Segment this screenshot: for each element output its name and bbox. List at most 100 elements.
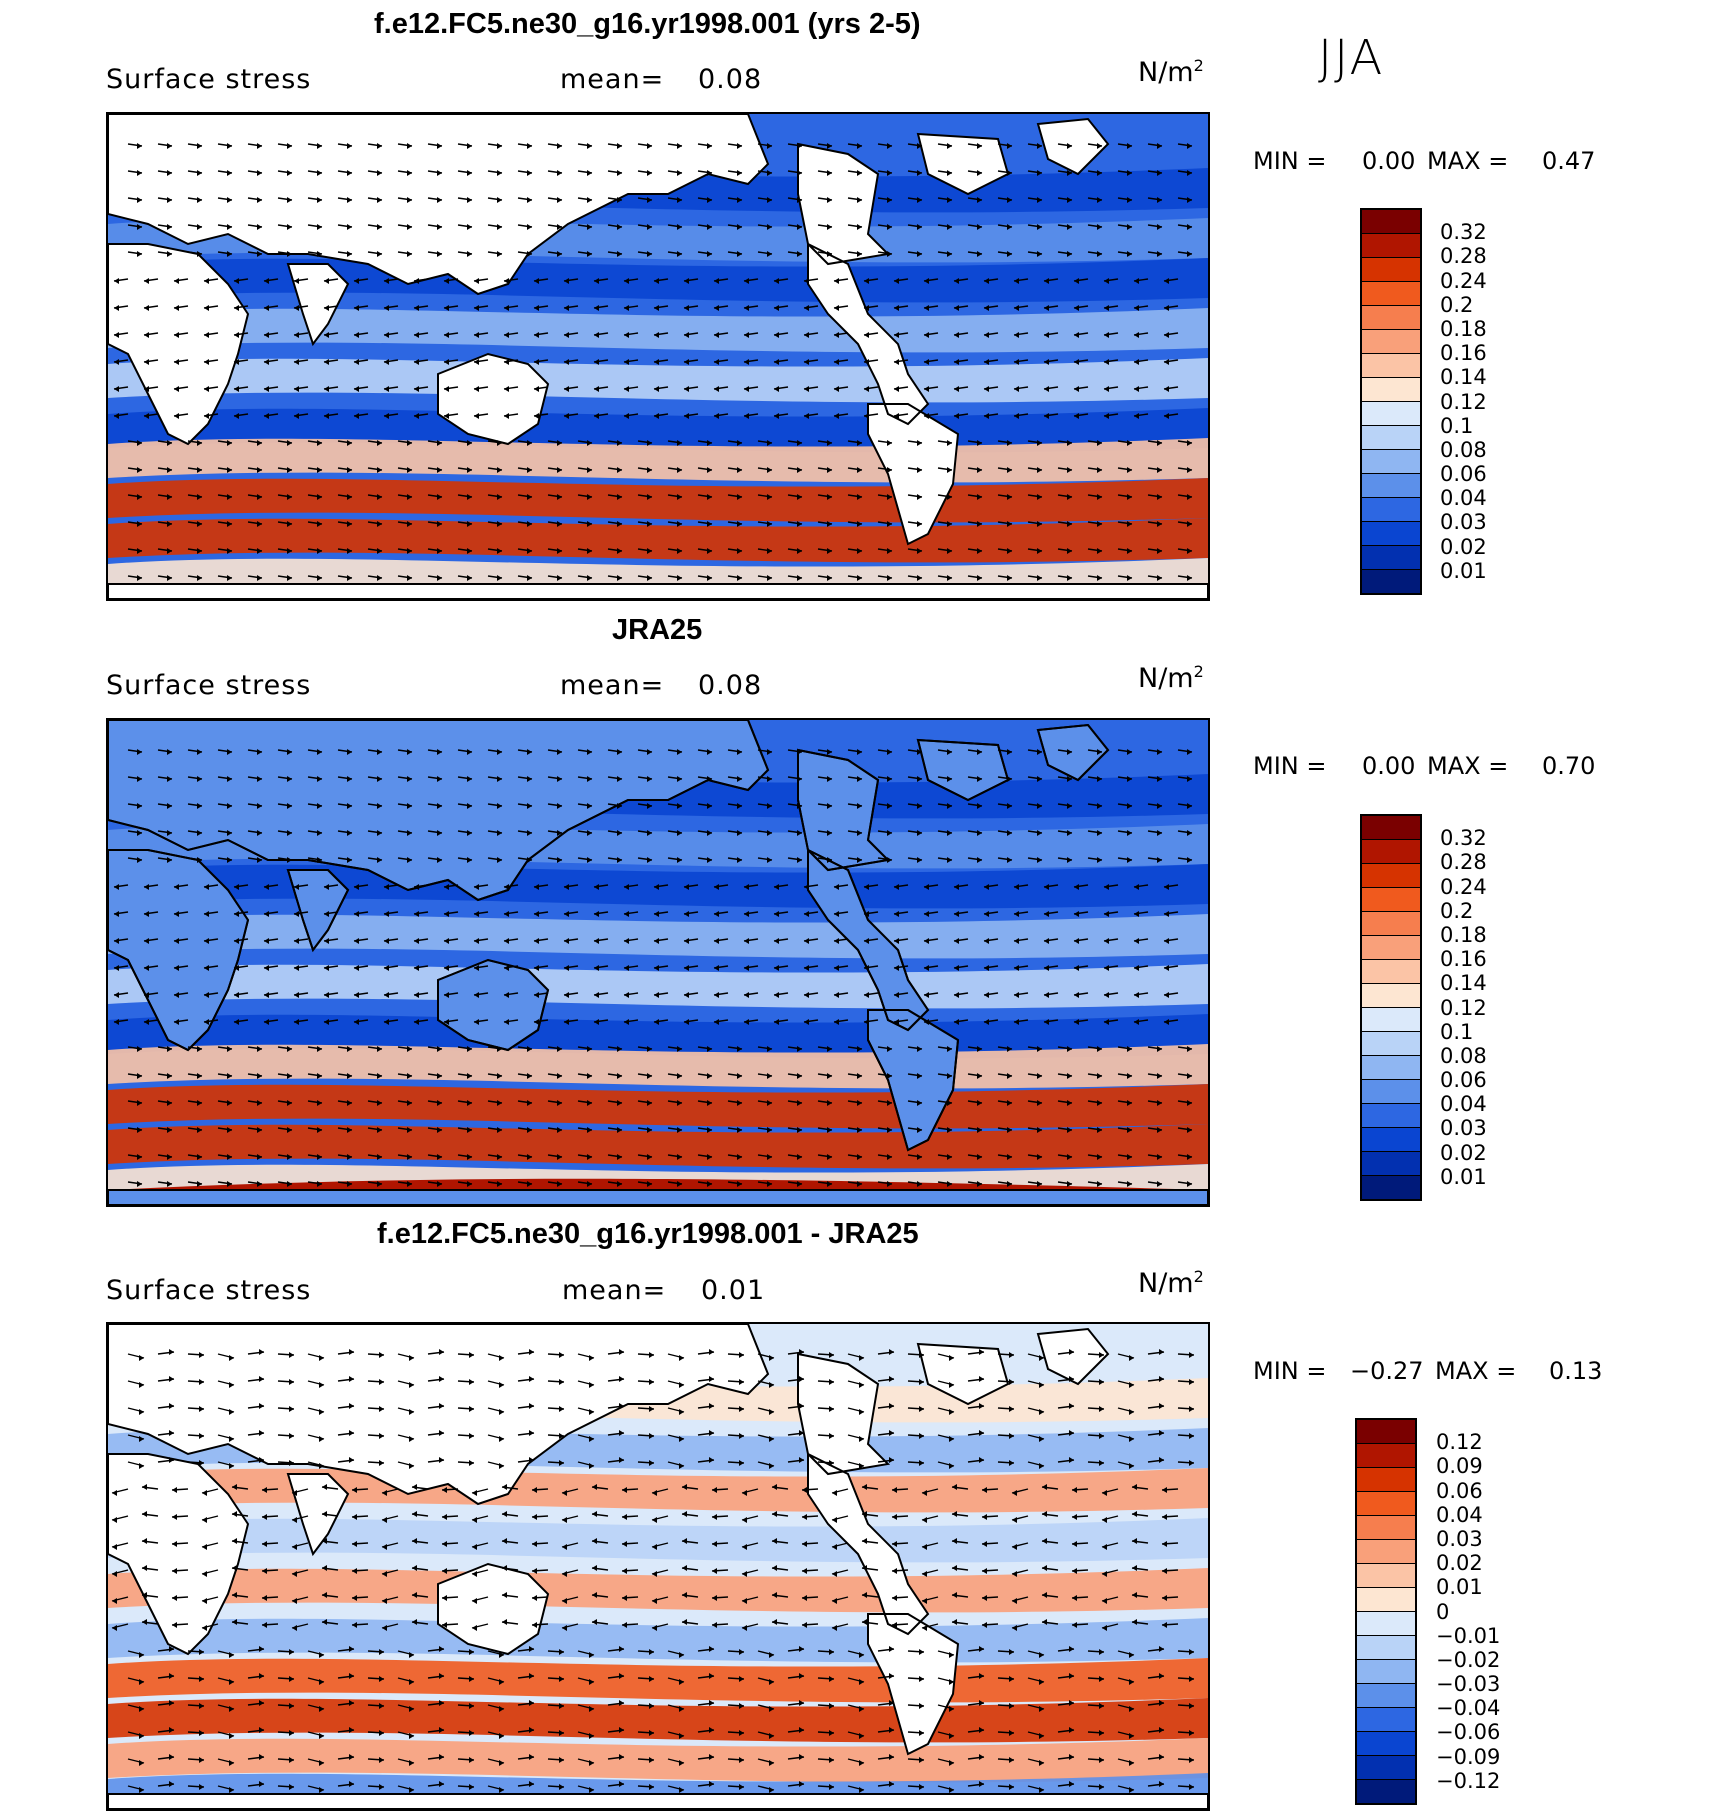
colorbar-swatch — [1362, 839, 1420, 863]
colorbar-swatch — [1362, 959, 1420, 983]
colorbar-swatch — [1357, 1707, 1415, 1731]
colorbar-swatch — [1362, 257, 1420, 281]
panel-1-max-value: 0.47 — [1542, 147, 1596, 175]
colorbar-tick-label: 0.12 — [1440, 389, 1487, 414]
colorbar-swatch — [1357, 1539, 1415, 1563]
colorbar-swatch — [1362, 983, 1420, 1007]
colorbar-swatch — [1362, 1127, 1420, 1151]
colorbar-swatch — [1362, 329, 1420, 353]
colorbar-tick-label: 0.18 — [1440, 316, 1487, 341]
colorbar-tick-label: 0.2 — [1440, 292, 1474, 317]
colorbar-tick-label: 0.28 — [1440, 850, 1487, 875]
colorbar-tick-label: 0.02 — [1436, 1551, 1483, 1576]
colorbar-tick-label: 0.18 — [1440, 922, 1487, 947]
colorbar-swatch — [1362, 1103, 1420, 1127]
panel-3-variable-label: Surface stress — [106, 1275, 312, 1306]
panel-3-units: N/m2 — [1138, 1267, 1204, 1299]
colorbar-swatch — [1357, 1563, 1415, 1587]
colorbar-tick-label: 0.06 — [1436, 1478, 1483, 1503]
panel-1-max-label: MAX = — [1427, 147, 1509, 175]
colorbar-tick-label: 0.1 — [1440, 413, 1474, 438]
colorbar-swatch — [1362, 569, 1420, 593]
colorbar-swatch — [1362, 521, 1420, 545]
panel-2-title: JRA25 — [612, 614, 703, 646]
panel-3-max-value: 0.13 — [1549, 1357, 1603, 1385]
panel-1-map — [106, 112, 1210, 601]
panel-1-mean-label: mean= — [560, 64, 665, 95]
panel-2-variable-label: Surface stress — [106, 670, 312, 701]
colorbar-swatch — [1357, 1611, 1415, 1635]
colorbar-tick-label: −0.01 — [1436, 1623, 1501, 1648]
colorbar-tick-label: −0.02 — [1436, 1647, 1501, 1672]
colorbar-tick-label: 0.12 — [1436, 1430, 1483, 1455]
colorbar-tick-label: −0.12 — [1436, 1768, 1501, 1793]
colorbar-tick-label: 0 — [1436, 1599, 1450, 1624]
colorbar-tick-label: 0.16 — [1440, 947, 1487, 972]
colorbar-swatch — [1362, 935, 1420, 959]
panel-2-max-value: 0.70 — [1542, 752, 1596, 780]
colorbar-swatch — [1362, 887, 1420, 911]
colorbar-tick-label: −0.06 — [1436, 1720, 1501, 1745]
panel-2-mean-value: 0.08 — [698, 670, 763, 701]
colorbar-swatch — [1357, 1683, 1415, 1707]
colorbar-swatch — [1362, 305, 1420, 329]
panel-3-mean-value: 0.01 — [701, 1275, 766, 1306]
colorbar-swatch — [1362, 911, 1420, 935]
colorbar-tick-label: 0.1 — [1440, 1019, 1474, 1044]
colorbar-tick-label: 0.02 — [1440, 1140, 1487, 1165]
colorbar-tick-label: 0.08 — [1440, 437, 1487, 462]
colorbar-swatch — [1357, 1731, 1415, 1755]
panel-3-min-label: MIN = — [1253, 1357, 1327, 1385]
colorbar-swatch — [1362, 281, 1420, 305]
colorbar-swatch — [1362, 377, 1420, 401]
colorbar-swatch — [1357, 1587, 1415, 1611]
panel-2-min-value: 0.00 — [1362, 752, 1416, 780]
colorbar-tick-label: 0.2 — [1440, 898, 1474, 923]
colorbar-tick-label: 0.28 — [1440, 244, 1487, 269]
colorbar-swatch — [1362, 233, 1420, 257]
colorbar-swatch — [1362, 1031, 1420, 1055]
panel-2-max-label: MAX = — [1427, 752, 1509, 780]
colorbar-tick-label: 0.01 — [1436, 1575, 1483, 1600]
panel-3-max-label: MAX = — [1435, 1357, 1517, 1385]
colorbar-swatch — [1357, 1443, 1415, 1467]
colorbar-tick-label: 0.04 — [1440, 1092, 1487, 1117]
panel-1-units: N/m2 — [1138, 56, 1204, 88]
colorbar-swatch — [1362, 353, 1420, 377]
colorbar-tick-label: 0.32 — [1440, 220, 1487, 245]
colorbar-tick-label: 0.32 — [1440, 826, 1487, 851]
season-label: JJA — [1318, 30, 1385, 86]
colorbar-tick-label: 0.03 — [1440, 1116, 1487, 1141]
colorbar-swatch — [1357, 1491, 1415, 1515]
panel-1-min-value: 0.00 — [1362, 147, 1416, 175]
colorbar-tick-label: 0.08 — [1440, 1043, 1487, 1068]
colorbar-tick-label: 0.03 — [1440, 510, 1487, 535]
colorbar-swatch — [1357, 1659, 1415, 1683]
colorbar-swatch — [1362, 497, 1420, 521]
colorbar-tick-label: 0.16 — [1440, 341, 1487, 366]
colorbar-swatch — [1357, 1515, 1415, 1539]
colorbar-swatch — [1357, 1755, 1415, 1779]
panel-1-title: f.e12.FC5.ne30_g16.yr1998.001 (yrs 2-5) — [374, 8, 921, 40]
colorbar-tick-label: 0.24 — [1440, 268, 1487, 293]
colorbar-swatch — [1362, 816, 1420, 839]
panel-2-units: N/m2 — [1138, 662, 1204, 694]
colorbar-tick-label: 0.01 — [1440, 558, 1487, 583]
colorbar-swatch — [1362, 401, 1420, 425]
colorbar-swatch — [1357, 1467, 1415, 1491]
panel-3-mean-label: mean= — [562, 1275, 667, 1306]
colorbar-tick-label: 0.14 — [1440, 365, 1487, 390]
colorbar-swatch — [1362, 863, 1420, 887]
panel-1-mean-value: 0.08 — [698, 64, 763, 95]
panel-3-colorbar — [1355, 1418, 1417, 1805]
colorbar-tick-label: 0.14 — [1440, 971, 1487, 996]
colorbar-swatch — [1362, 1175, 1420, 1199]
colorbar-tick-label: 0.03 — [1436, 1526, 1483, 1551]
colorbar-swatch — [1362, 1055, 1420, 1079]
panel-1-colorbar — [1360, 208, 1422, 595]
colorbar-swatch — [1362, 210, 1420, 233]
panel-2-mean-label: mean= — [560, 670, 665, 701]
colorbar-swatch — [1362, 449, 1420, 473]
panel-3-map — [106, 1322, 1210, 1811]
panel-3-title: f.e12.FC5.ne30_g16.yr1998.001 - JRA25 — [377, 1218, 919, 1250]
